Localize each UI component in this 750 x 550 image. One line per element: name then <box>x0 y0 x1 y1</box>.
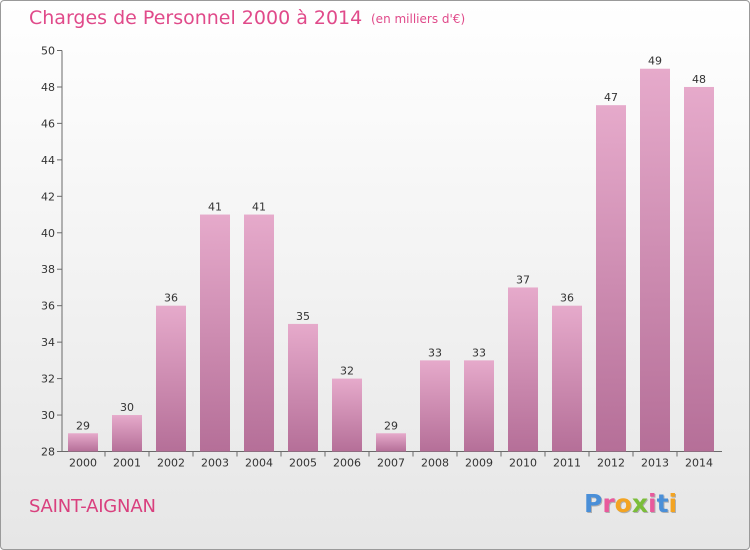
bar <box>596 105 626 452</box>
bar-value-label: 41 <box>252 201 266 214</box>
bar <box>112 415 142 452</box>
x-tick-label: 2001 <box>113 457 141 470</box>
y-tick-label: 40 <box>41 227 55 240</box>
bar-value-label: 36 <box>164 292 178 305</box>
bar-value-label: 36 <box>560 292 574 305</box>
x-tick-label: 2006 <box>333 457 361 470</box>
bar-value-label: 33 <box>428 346 442 359</box>
y-tick-label: 38 <box>41 263 55 276</box>
x-tick-label: 2004 <box>245 457 273 470</box>
x-tick-label: 2002 <box>157 457 185 470</box>
bar <box>332 378 362 452</box>
y-tick-label: 50 <box>41 45 55 58</box>
x-tick-label: 2005 <box>289 457 317 470</box>
bar-value-label: 35 <box>296 310 310 323</box>
bar <box>420 360 450 452</box>
bar <box>288 323 318 452</box>
x-tick-label: 2007 <box>377 457 405 470</box>
bar <box>156 305 186 452</box>
y-tick-label: 48 <box>41 81 55 94</box>
logo-letter: i <box>668 489 678 518</box>
bar <box>200 214 230 452</box>
bar-value-label: 29 <box>384 419 398 432</box>
bar <box>244 214 274 452</box>
bar <box>640 68 670 452</box>
proxiti-logo: Proxiti <box>584 489 677 518</box>
bar <box>464 360 494 452</box>
chart-title: Charges de Personnel 2000 à 2014 <box>29 7 363 29</box>
bar <box>552 305 582 452</box>
y-tick-label: 32 <box>41 373 55 386</box>
y-tick-label: 44 <box>41 154 55 167</box>
logo-letter: x <box>631 489 648 518</box>
x-tick-label: 2009 <box>465 457 493 470</box>
bar-value-label: 41 <box>208 201 222 214</box>
logo-letter: P <box>584 489 603 518</box>
y-tick-label: 30 <box>41 409 55 422</box>
chart-unit-label: (en milliers d'€) <box>371 12 466 26</box>
x-tick-label: 2014 <box>685 457 713 470</box>
bars-layer: 29 30 36 41 41 35 32 29 33 33 37 36 47 49 48 <box>68 55 714 452</box>
bar-value-label: 37 <box>516 273 530 286</box>
bar-value-label: 47 <box>604 91 618 104</box>
x-tick-label: 2008 <box>421 457 449 470</box>
place-name: SAINT-AIGNAN <box>29 496 156 517</box>
y-tick-label: 42 <box>41 190 55 203</box>
x-tick-label: 2003 <box>201 457 229 470</box>
bar-value-label: 48 <box>692 73 706 86</box>
bar-value-label: 49 <box>648 55 662 68</box>
bar-value-label: 29 <box>76 419 90 432</box>
x-tick-label: 2000 <box>69 457 97 470</box>
logo-letter: t <box>656 489 669 518</box>
y-tick-label: 34 <box>41 336 55 349</box>
logo-letter: i <box>648 489 657 518</box>
bar-value-label: 32 <box>340 365 354 378</box>
x-tick-label: 2012 <box>597 457 625 470</box>
bar-value-label: 33 <box>472 346 486 359</box>
y-tick-label: 36 <box>41 300 55 313</box>
bar <box>376 433 406 452</box>
bar-value-label: 30 <box>120 401 134 414</box>
y-tick-label: 28 <box>41 446 55 459</box>
logo-letter: r <box>602 489 615 518</box>
x-tick-label: 2011 <box>553 457 581 470</box>
bar <box>508 287 538 452</box>
x-tick-label: 2010 <box>509 457 537 470</box>
logo-letter: o <box>614 489 632 518</box>
bar <box>684 86 714 452</box>
x-tick-label: 2013 <box>641 457 669 470</box>
y-tick-label: 46 <box>41 117 55 130</box>
bar <box>68 433 98 452</box>
